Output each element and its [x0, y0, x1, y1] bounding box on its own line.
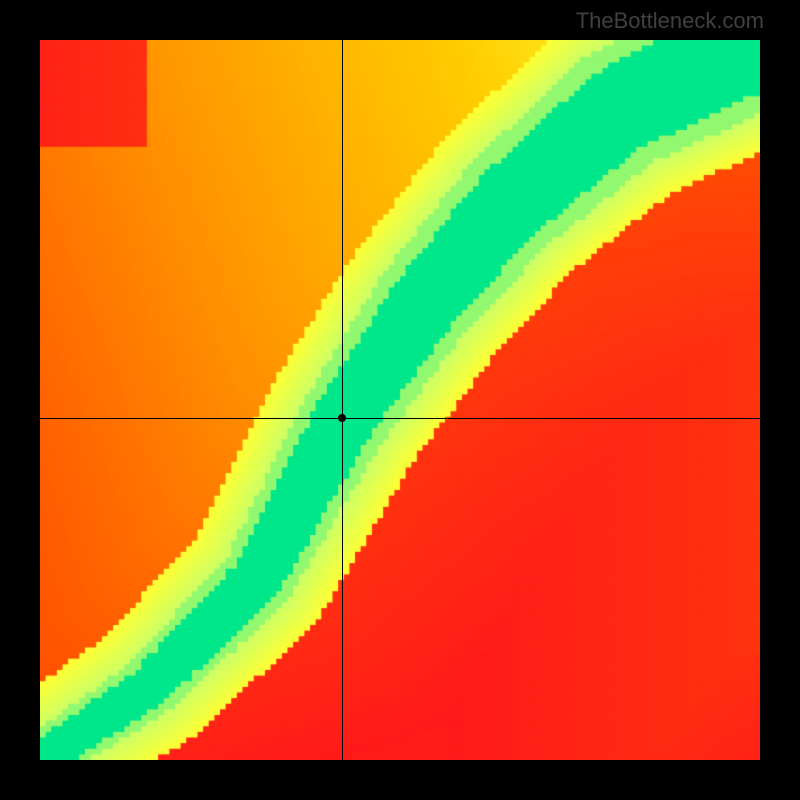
- watermark-text: TheBottleneck.com: [576, 8, 764, 34]
- marker-dot: [338, 414, 346, 422]
- crosshair-horizontal: [40, 418, 760, 419]
- plot-area: [40, 40, 760, 760]
- heatmap-canvas: [40, 40, 760, 760]
- chart-container: TheBottleneck.com: [0, 0, 800, 800]
- crosshair-vertical: [342, 40, 343, 760]
